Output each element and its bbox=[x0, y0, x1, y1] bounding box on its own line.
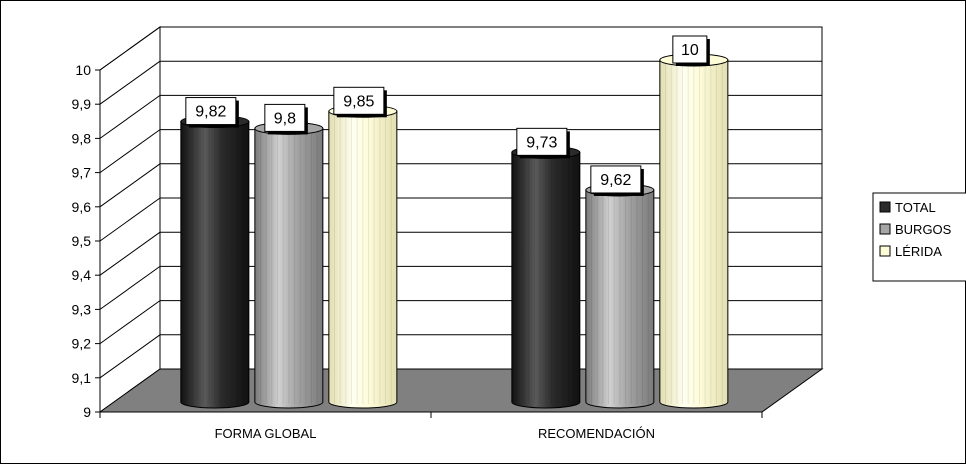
data-label-box bbox=[590, 165, 642, 194]
legend-label: LÉRIDA bbox=[895, 244, 942, 259]
legend-swatch bbox=[879, 245, 891, 257]
y-tick-label: 9,4 bbox=[72, 267, 92, 283]
data-label-box bbox=[672, 35, 708, 64]
x-tick-label: FORMA GLOBAL bbox=[215, 426, 317, 441]
y-tick-label: 9,3 bbox=[72, 301, 92, 317]
legend-label: BURGOS bbox=[895, 222, 952, 237]
bar-body bbox=[511, 151, 581, 409]
gridline-side bbox=[99, 163, 161, 208]
y-tick-label: 9,9 bbox=[72, 96, 92, 112]
data-label: 9,85 bbox=[343, 93, 374, 110]
gridline-side bbox=[99, 26, 161, 71]
data-labels: 9,82 9,8 9,85 9,73 9,62 10 bbox=[185, 35, 710, 196]
bar-body bbox=[328, 110, 398, 409]
gridline-side bbox=[99, 231, 161, 276]
data-label-box bbox=[516, 127, 568, 156]
bar-body bbox=[585, 189, 655, 409]
gridline-side bbox=[99, 94, 161, 139]
y-tick-label: 9,2 bbox=[72, 336, 92, 352]
y-tick-label: 9,7 bbox=[72, 165, 92, 181]
gridline-side bbox=[99, 300, 161, 345]
legend-swatch bbox=[879, 201, 891, 213]
bar-body bbox=[180, 121, 250, 409]
data-label-box bbox=[333, 86, 385, 115]
data-label: 9,82 bbox=[195, 104, 226, 121]
bars bbox=[180, 53, 729, 409]
y-tick-label: 9,1 bbox=[72, 370, 92, 386]
gridline-side bbox=[99, 197, 161, 242]
data-label: 10 bbox=[681, 42, 699, 59]
data-label-box bbox=[264, 103, 306, 132]
data-label: 9,73 bbox=[526, 134, 557, 151]
y-tick-label: 9,8 bbox=[72, 130, 92, 146]
legend-swatch bbox=[879, 223, 891, 235]
data-label: 9,8 bbox=[274, 110, 296, 127]
bar-body bbox=[254, 127, 324, 409]
data-label: 9,62 bbox=[600, 172, 631, 189]
legend-label: TOTAL bbox=[895, 200, 936, 215]
gridline-side bbox=[99, 334, 161, 379]
y-tick-label: 10 bbox=[75, 62, 91, 78]
y-tick-label: 9 bbox=[83, 404, 91, 420]
y-tick-label: 9,5 bbox=[72, 233, 92, 249]
data-label-box bbox=[185, 97, 237, 126]
legend: TOTAL BURGOS LÉRIDA bbox=[872, 192, 966, 282]
gridline-side bbox=[99, 60, 161, 105]
y-tick-label: 9,6 bbox=[72, 199, 92, 215]
bar-body bbox=[659, 59, 729, 409]
gridline-side bbox=[99, 129, 161, 174]
gridline-side bbox=[99, 265, 161, 310]
x-tick-label: RECOMENDACIÓN bbox=[538, 426, 655, 441]
axes: 9 9,1 9,2 9,3 9,4 9,5 9,6 9,7 9,8 9,9 10 FORMA GLOB… bbox=[72, 62, 763, 441]
